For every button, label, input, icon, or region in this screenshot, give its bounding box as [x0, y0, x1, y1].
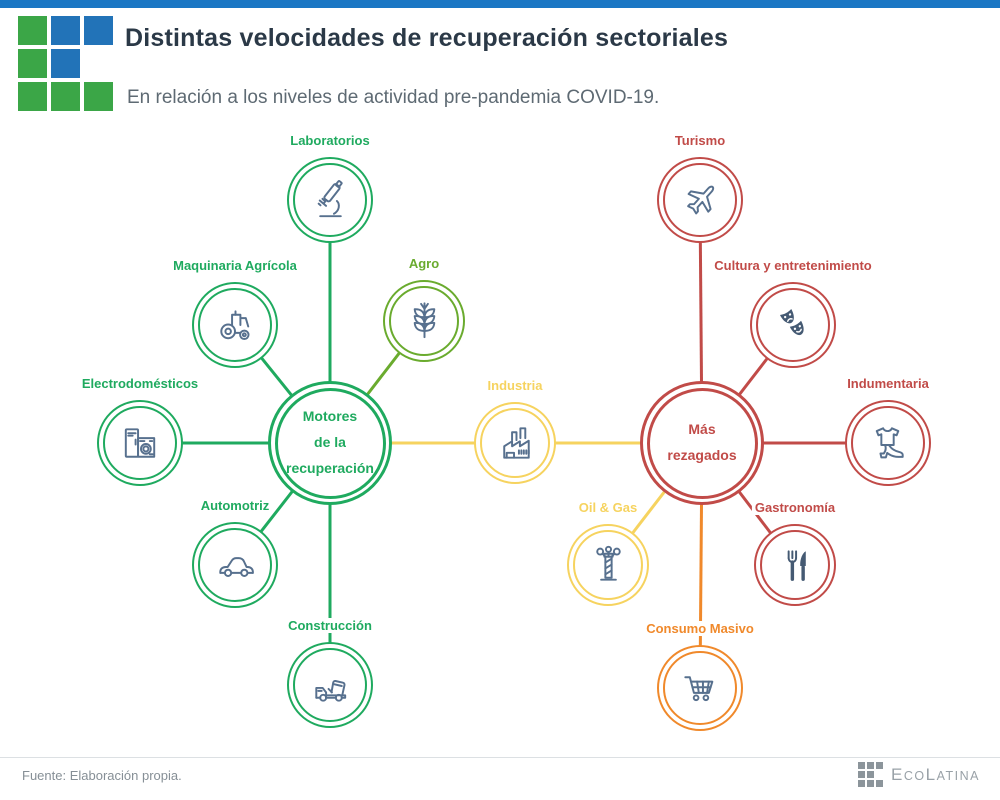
brand-square: [867, 762, 875, 769]
logo-square-blue: [84, 16, 113, 45]
car-icon: [218, 556, 254, 577]
sector-label-turismo: Turismo: [671, 133, 729, 148]
logo-square-green: [18, 82, 47, 111]
clothing-icon: [875, 426, 904, 458]
sector-label-agro: Agro: [405, 256, 443, 271]
sector-label-electrodomesticos: Electrodomésticos: [78, 376, 202, 391]
sector-label-consumo: Consumo Masivo: [643, 621, 757, 636]
brand-square: [876, 780, 884, 787]
brand-letter: L: [925, 764, 937, 784]
sector-label-maquinaria: Maquinaria Agrícola: [170, 258, 300, 273]
brand-letters: ATINA: [936, 768, 980, 783]
sector-label-industria: Industria: [484, 378, 546, 393]
sector-label-gastronomia: Gastronomía: [751, 500, 839, 515]
wheat-icon: [413, 301, 435, 338]
logo-square-green: [84, 82, 113, 111]
footer-divider: [0, 757, 1000, 758]
brand-square: [876, 762, 884, 769]
microscope-icon: [317, 179, 343, 217]
hub-label-rezagados: Más rezagados: [667, 421, 737, 463]
ecolatina-wordmark: ECOLATINA: [891, 765, 980, 785]
sector-label-automotriz: Automotriz: [197, 498, 273, 513]
theater-masks-icon: [779, 308, 804, 335]
brand-square: [858, 780, 866, 787]
sector-label-laboratorios: Laboratorios: [287, 133, 373, 148]
logo-square-green: [18, 49, 47, 78]
logo-square-blue: [51, 49, 80, 78]
logo-square-blue: [51, 16, 80, 45]
hub-label-motores: Motores de la recuperación: [286, 408, 374, 476]
ecolatina-logo: ECOLATINA: [858, 762, 980, 787]
report-logo: [18, 16, 113, 111]
logo-square-green: [51, 82, 80, 111]
ecolatina-grid-icon: [858, 762, 884, 787]
airplane-icon: [686, 185, 714, 214]
tractor-icon: [219, 309, 250, 340]
sector-label-cultura: Cultura y entretenimiento: [711, 258, 875, 273]
brand-letters: CO: [903, 768, 926, 783]
brand-square: [858, 762, 866, 769]
top-accent-bar: [0, 0, 1000, 8]
cutlery-icon: [787, 549, 806, 581]
sector-label-construccion: Construcción: [285, 618, 375, 633]
source-note: Fuente: Elaboración propia.: [22, 768, 182, 783]
mixer-truck-icon: [314, 679, 346, 702]
page-title: Distintas velocidades de recuperación se…: [125, 24, 729, 52]
brand-letter: E: [891, 764, 904, 784]
sector-label-oilgas: Oil & Gas: [575, 500, 641, 515]
appliances-icon: [124, 427, 155, 458]
page-subtitle: En relación a los niveles de actividad p…: [127, 87, 660, 108]
brand-square: [858, 771, 866, 778]
brand-square: [867, 771, 875, 778]
brand-square: [867, 780, 875, 787]
sector-label-indumentaria: Indumentaria: [844, 376, 932, 391]
factory-icon: [502, 426, 530, 459]
logo-square-green: [18, 16, 47, 45]
shopping-cart-icon: [683, 675, 713, 701]
oil-derrick-icon: [595, 545, 621, 581]
